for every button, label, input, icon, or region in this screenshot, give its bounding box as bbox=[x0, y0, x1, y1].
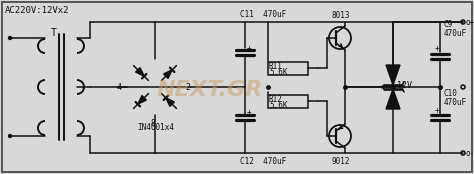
Text: o-: o- bbox=[466, 149, 474, 158]
Text: 470uF: 470uF bbox=[444, 29, 467, 38]
Polygon shape bbox=[138, 96, 146, 104]
Circle shape bbox=[9, 37, 11, 39]
Polygon shape bbox=[136, 68, 144, 76]
Text: +: + bbox=[247, 108, 252, 117]
Polygon shape bbox=[386, 65, 400, 85]
Bar bbox=[268, 62, 308, 75]
Polygon shape bbox=[386, 89, 400, 109]
Text: C11  470uF: C11 470uF bbox=[240, 10, 286, 19]
Circle shape bbox=[9, 135, 11, 137]
Text: +: + bbox=[435, 106, 439, 115]
Text: 9012: 9012 bbox=[332, 157, 350, 166]
Text: C10: C10 bbox=[444, 89, 458, 98]
Text: AC220V:12Vx2: AC220V:12Vx2 bbox=[5, 6, 70, 15]
Text: +: + bbox=[435, 44, 439, 53]
Text: 5.6K: 5.6K bbox=[269, 68, 288, 77]
Text: 4: 4 bbox=[117, 83, 122, 92]
Bar bbox=[268, 95, 308, 108]
Text: 12V: 12V bbox=[397, 81, 412, 90]
Text: R12: R12 bbox=[269, 95, 283, 104]
Text: IN4001x4: IN4001x4 bbox=[137, 123, 174, 132]
Text: NEXT.GR: NEXT.GR bbox=[157, 80, 263, 100]
Text: 470uF: 470uF bbox=[444, 98, 467, 107]
Text: 5.6K: 5.6K bbox=[269, 101, 288, 110]
Text: o+: o+ bbox=[466, 18, 474, 27]
Text: +: + bbox=[247, 44, 252, 53]
Text: C9: C9 bbox=[444, 20, 453, 29]
Text: C12  470uF: C12 470uF bbox=[240, 157, 286, 166]
Polygon shape bbox=[166, 98, 174, 106]
Text: R11: R11 bbox=[269, 62, 283, 71]
Text: 8013: 8013 bbox=[332, 11, 350, 20]
Text: T: T bbox=[51, 28, 57, 38]
Text: 8: 8 bbox=[151, 119, 155, 128]
Text: 2: 2 bbox=[185, 83, 190, 92]
Polygon shape bbox=[164, 70, 172, 78]
